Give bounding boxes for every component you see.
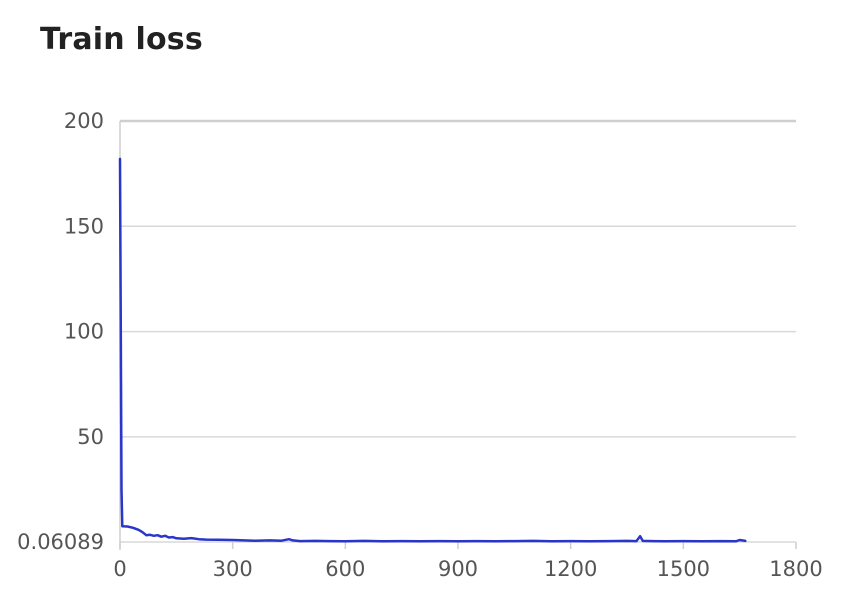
series-line <box>118 157 747 543</box>
x-tick-label: 300 <box>213 557 253 581</box>
series-layer <box>118 157 747 543</box>
x-tick-label: 1800 <box>769 557 822 581</box>
x-tick-label: 1500 <box>657 557 710 581</box>
x-tick-label: 1200 <box>544 557 597 581</box>
y-tick-label: 200 <box>64 109 104 133</box>
y-tick-label: 50 <box>77 425 104 449</box>
x-axis-ticks: 0 300 600 900 1200 1500 1800 <box>113 557 822 581</box>
x-tick-label: 0 <box>113 557 126 581</box>
grid-lines <box>119 119 797 550</box>
x-tick-label: 900 <box>438 557 478 581</box>
y-tick-label: 150 <box>64 214 104 238</box>
chart-title: Train loss <box>40 22 203 57</box>
x-tick-label: 600 <box>325 557 365 581</box>
y-tick-label: 100 <box>64 320 104 344</box>
y-axis-ticks: 0.06089 50 100 150 200 <box>17 109 104 554</box>
y-tick-label: 0.06089 <box>17 530 104 554</box>
